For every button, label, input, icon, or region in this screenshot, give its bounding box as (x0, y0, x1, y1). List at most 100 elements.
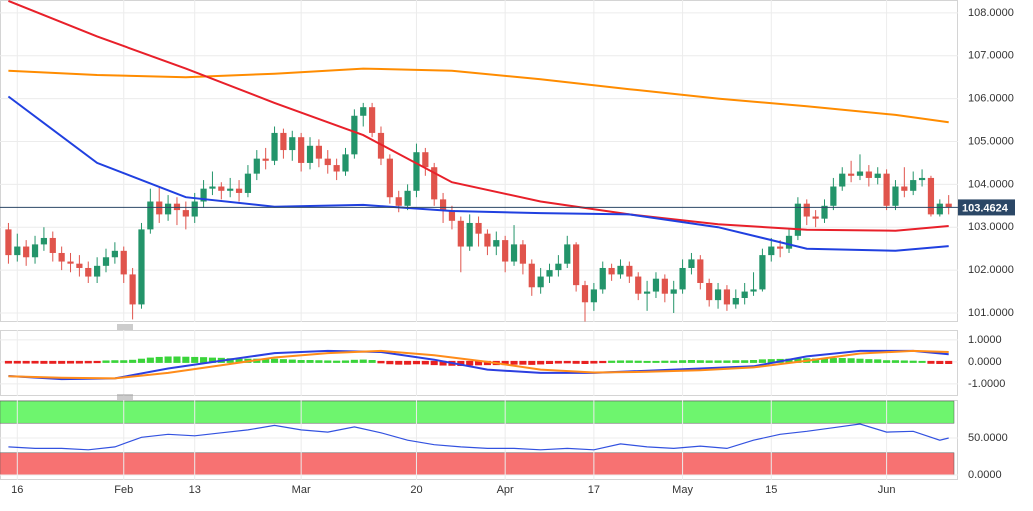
candle-body (892, 186, 899, 206)
histogram-bar (262, 358, 270, 363)
candle-body (626, 265, 633, 277)
histogram-bar (341, 360, 350, 363)
histogram-bar (40, 360, 48, 364)
candle-body (377, 132, 385, 159)
candle-body (333, 165, 340, 172)
histogram-bar (732, 360, 740, 363)
x-tick-label: 17 (588, 484, 600, 496)
histogram-bar (625, 360, 633, 363)
histogram-bar (812, 358, 820, 363)
candle-body (670, 289, 677, 294)
y-tick-label: 50.0000 (968, 432, 1008, 444)
histogram-bar (306, 360, 314, 363)
candle-body (102, 257, 110, 266)
candle-body (369, 107, 376, 133)
histogram-bar (483, 360, 491, 366)
candle-body (191, 201, 198, 217)
candle-body (271, 132, 278, 161)
histogram-bar (590, 360, 598, 364)
candle-body (209, 186, 216, 189)
candle-body (697, 259, 704, 283)
histogram-bar (31, 360, 39, 364)
histogram-bar (270, 358, 279, 363)
moving-average (8, 67, 949, 124)
candle-body (652, 278, 660, 292)
candle-body (182, 210, 189, 217)
candle-body (865, 171, 872, 178)
candle-body (750, 289, 757, 292)
histogram-bar (22, 360, 30, 364)
last-price-label: 103.4624 (962, 202, 1009, 214)
rsi-line (8, 423, 949, 451)
candle-body (164, 203, 172, 215)
candle-body (546, 270, 553, 277)
candle-body (927, 177, 935, 215)
histogram-bar (412, 360, 421, 365)
candle-body (573, 244, 580, 286)
histogram-bar (288, 359, 296, 363)
candle-body (821, 205, 828, 219)
histogram-bar (226, 358, 234, 363)
candle-body (493, 240, 500, 247)
histogram-bar (49, 360, 57, 364)
candle-body (466, 222, 473, 247)
y-tick-label: 0.0000 (968, 356, 1002, 368)
candle-body (457, 220, 464, 247)
x-tick-label: 16 (11, 484, 23, 496)
histogram-bar (13, 360, 21, 364)
candle-body (741, 291, 748, 298)
x-tick-label: 13 (189, 484, 201, 496)
candle-body (564, 244, 571, 264)
candle-body (608, 267, 615, 275)
candle-body (448, 210, 456, 221)
candle-body (23, 246, 30, 258)
histogram-bar (430, 360, 438, 366)
candle-body (386, 158, 393, 198)
histogram-bar (439, 360, 447, 366)
candle-body (936, 203, 943, 215)
candle-body (910, 180, 917, 191)
candle-body (848, 173, 855, 176)
histogram-bar (723, 360, 731, 363)
histogram-bar (936, 360, 944, 364)
x-tick-label: Apr (497, 484, 514, 496)
candle-body (874, 173, 881, 178)
histogram-bar (829, 358, 837, 363)
histogram-bar (749, 360, 758, 363)
histogram-bar (368, 360, 376, 363)
histogram-bar (741, 360, 749, 363)
histogram-bar (687, 360, 695, 363)
histogram-bar (475, 360, 483, 366)
candle-body (856, 171, 864, 176)
candle-body (555, 263, 562, 271)
histogram-bar (528, 360, 536, 365)
candle-body (475, 222, 482, 234)
histogram-bar (847, 358, 855, 363)
candle-body (227, 188, 234, 191)
histogram-bar (102, 360, 110, 363)
candle-body (590, 289, 597, 303)
histogram-bar (581, 360, 589, 364)
histogram-bar (200, 357, 208, 363)
histogram-bar (164, 356, 172, 363)
candle-body (235, 188, 243, 193)
panel-handle[interactable] (117, 394, 133, 400)
candle-body (156, 201, 163, 215)
y-tick-label: 105.0000 (968, 135, 1014, 147)
candle-body (31, 244, 39, 258)
histogram-bar (297, 360, 305, 363)
x-tick-label: Feb (114, 484, 133, 496)
candle-body (688, 259, 695, 268)
histogram-bar (856, 358, 864, 363)
candle-body (404, 190, 411, 206)
candle-body (714, 289, 722, 301)
panel-handle[interactable] (117, 324, 133, 330)
candle-body (49, 237, 56, 253)
histogram-bar (883, 360, 891, 363)
candle-body (803, 203, 810, 217)
y-tick-label: -1.0000 (968, 378, 1005, 390)
candle-body (360, 107, 367, 116)
candle-body (85, 267, 92, 277)
candle-body (342, 154, 349, 172)
